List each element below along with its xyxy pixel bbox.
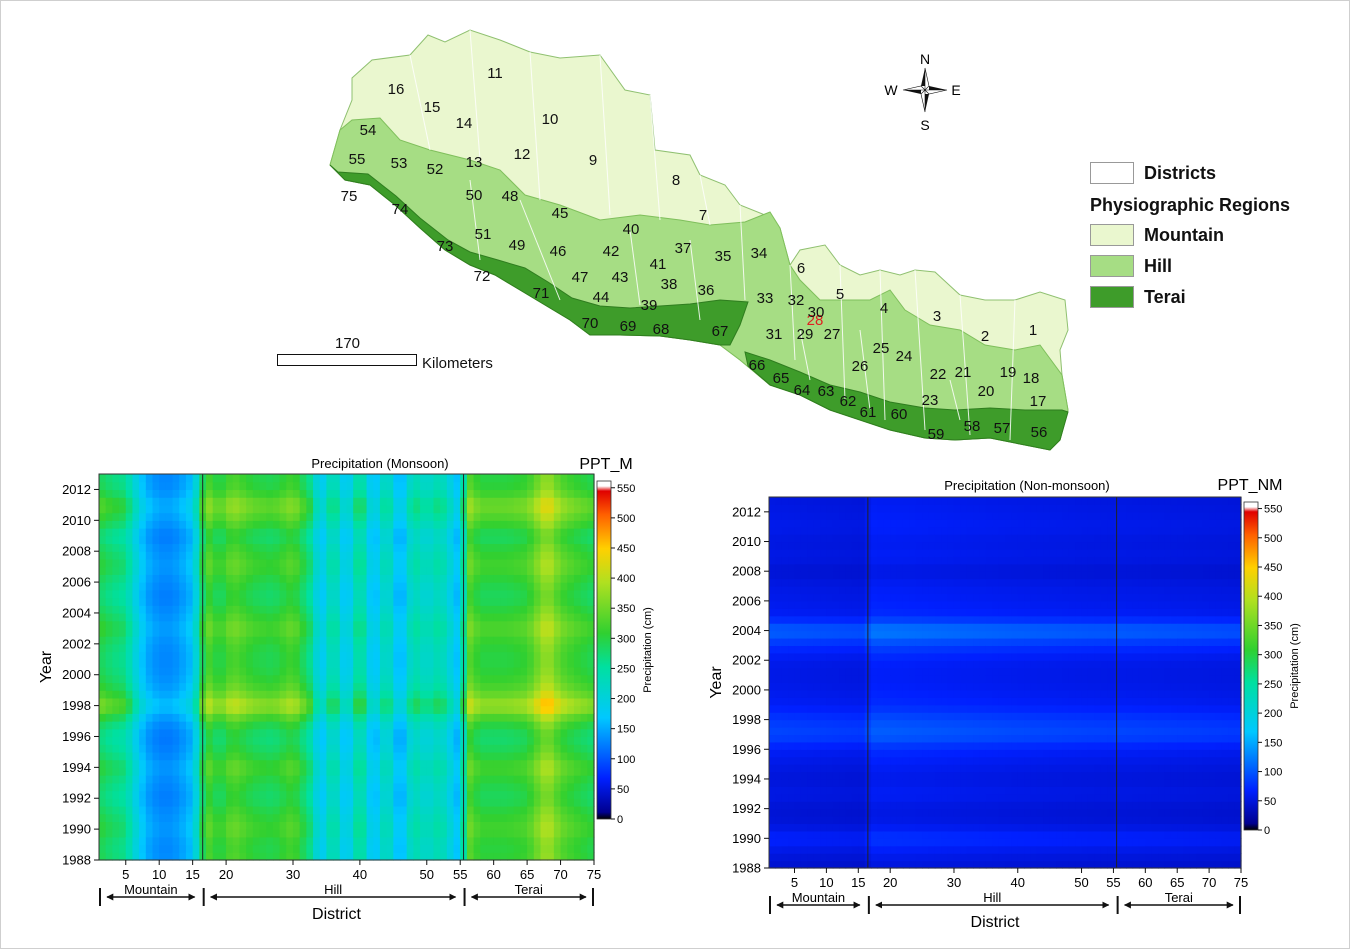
district-label-48: 48: [502, 188, 519, 205]
district-label-53: 53: [391, 155, 408, 172]
district-label-42: 42: [603, 243, 620, 260]
compass-n-label: N: [920, 51, 930, 67]
compass-w-label: W: [884, 82, 898, 98]
district-label-8: 8: [672, 172, 680, 189]
district-label-38: 38: [661, 276, 678, 293]
district-label-49: 49: [509, 237, 526, 254]
district-label-40: 40: [623, 221, 640, 238]
district-label-10: 10: [542, 111, 559, 128]
district-label-34: 34: [751, 245, 768, 262]
district-label-39: 39: [641, 297, 658, 314]
district-label-75: 75: [341, 188, 358, 205]
district-label-54: 54: [360, 122, 377, 139]
district-label-37: 37: [675, 240, 692, 257]
scale-unit: Kilometers: [422, 355, 493, 372]
district-label-65: 65: [773, 370, 790, 387]
district-label-74: 74: [392, 201, 409, 218]
legend-swatch-mountain: [1090, 224, 1134, 246]
district-label-64: 64: [794, 382, 811, 399]
district-label-4: 4: [880, 300, 888, 317]
district-label-33: 33: [757, 290, 774, 307]
district-label-14: 14: [456, 115, 473, 132]
district-label-52: 52: [427, 161, 444, 178]
district-label-68: 68: [653, 321, 670, 338]
district-label-67: 67: [712, 323, 729, 340]
legend-swatch-districts: [1090, 162, 1134, 184]
legend-title: Physiographic Regions: [1090, 195, 1290, 216]
district-label-45: 45: [552, 205, 569, 222]
district-label-47: 47: [572, 269, 589, 286]
district-label-6: 6: [797, 260, 805, 277]
district-label-62: 62: [840, 393, 857, 410]
district-label-36: 36: [698, 282, 715, 299]
legend-title-label: Physiographic Regions: [1090, 195, 1291, 215]
district-label-2: 2: [981, 328, 989, 345]
district-label-57: 57: [994, 420, 1011, 437]
district-label-59: 59: [928, 426, 945, 443]
district-label-27: 27: [824, 326, 841, 343]
legend-item-hill: Hill: [1090, 255, 1172, 277]
scale-bar-graphic: [277, 354, 417, 366]
legend-districts: Districts: [1090, 162, 1216, 184]
compass-s-label: S: [920, 117, 929, 133]
legend-item-mountain: Mountain: [1090, 224, 1224, 246]
district-label-20: 20: [978, 383, 995, 400]
district-label-41: 41: [650, 256, 667, 273]
district-label-32: 32: [788, 292, 805, 309]
district-label-50: 50: [466, 187, 483, 204]
compass-rose: N S E W: [884, 51, 960, 133]
legend-terai-label: Terai: [1144, 286, 1186, 307]
district-label-55: 55: [349, 151, 366, 168]
district-label-31: 31: [766, 326, 783, 343]
legend-swatch-hill: [1090, 255, 1134, 277]
district-label-7: 7: [699, 207, 707, 224]
district-label-25: 25: [873, 340, 890, 357]
district-label-29: 29: [797, 326, 814, 343]
district-label-17: 17: [1030, 393, 1047, 410]
legend-mountain-label: Mountain: [1144, 224, 1224, 245]
district-label-73: 73: [437, 238, 454, 255]
legend-swatch-terai: [1090, 286, 1134, 308]
district-label-44: 44: [593, 289, 610, 306]
district-label-46: 46: [550, 243, 567, 260]
district-label-71: 71: [533, 285, 550, 302]
district-label-30: 30: [808, 304, 825, 321]
district-label-13: 13: [466, 154, 483, 171]
district-label-9: 9: [589, 152, 597, 169]
district-label-58: 58: [964, 418, 981, 435]
district-label-43: 43: [612, 269, 629, 286]
district-label-66: 66: [749, 357, 766, 374]
district-label-51: 51: [475, 226, 492, 243]
district-label-16: 16: [388, 81, 405, 98]
legend-hill-label: Hill: [1144, 255, 1173, 276]
district-label-3: 3: [933, 308, 941, 325]
district-label-35: 35: [715, 248, 732, 265]
district-label-60: 60: [891, 406, 908, 423]
district-label-23: 23: [922, 392, 939, 409]
district-label-24: 24: [896, 348, 913, 365]
district-label-26: 26: [852, 358, 869, 375]
district-label-15: 15: [424, 99, 441, 116]
district-label-1: 1: [1029, 322, 1037, 339]
district-label-69: 69: [620, 318, 637, 335]
district-label-19: 19: [1000, 364, 1017, 381]
scale-value: 170: [335, 335, 361, 352]
district-label-5: 5: [836, 286, 844, 303]
district-label-72: 72: [474, 268, 491, 285]
district-label-21: 21: [955, 364, 972, 381]
district-label-61: 61: [860, 404, 877, 421]
district-label-11: 11: [487, 65, 503, 82]
district-label-63: 63: [818, 383, 835, 400]
compass-e-label: E: [951, 82, 960, 98]
district-label-56: 56: [1031, 424, 1048, 441]
legend-districts-label: Districts: [1144, 162, 1217, 183]
district-label-22: 22: [930, 366, 947, 383]
district-label-12: 12: [514, 146, 531, 163]
district-label-18: 18: [1023, 370, 1040, 387]
district-label-70: 70: [582, 315, 599, 332]
legend-item-terai: Terai: [1090, 286, 1186, 308]
